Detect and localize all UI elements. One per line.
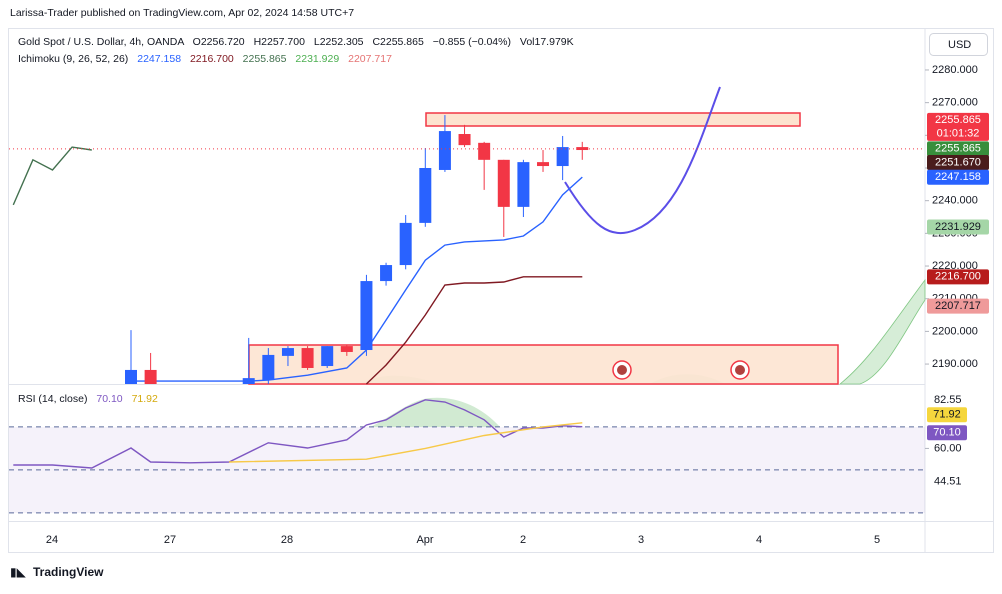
- range-label: 44.51: [934, 476, 962, 488]
- price-countdown: 01:01:32: [937, 128, 980, 140]
- candle-body: [556, 147, 569, 167]
- indicator-legend: Ichimoku (9, 26, 52, 26) 2247.158 2216.7…: [18, 53, 392, 65]
- candle-body: [537, 162, 550, 167]
- demand-zone: [248, 344, 839, 385]
- candle-body: [419, 167, 432, 223]
- rsi-overbought-fill: [370, 397, 500, 427]
- candle-body: [497, 159, 510, 207]
- volume: Vol17.979K: [520, 36, 574, 48]
- rsi-value: 70.10: [96, 393, 122, 405]
- y-tick-label: 60.00: [934, 442, 962, 454]
- candle-body: [281, 348, 294, 356]
- candle-body: [576, 147, 589, 151]
- candle-body: [399, 222, 412, 266]
- supply-zone: [425, 112, 801, 127]
- indicator-line: [13, 399, 583, 469]
- symbol: Gold Spot / U.S. Dollar, 4h, OANDA: [18, 36, 184, 48]
- x-tick-label: 2: [520, 534, 526, 546]
- price-badge: [927, 169, 989, 185]
- indicator-line: [229, 422, 583, 463]
- ohlc-open: O2256.720: [193, 36, 245, 48]
- range-label: 82.55: [934, 394, 962, 406]
- candle-body: [262, 354, 275, 381]
- price-badge-label: 2207.717: [935, 300, 981, 312]
- currency-label[interactable]: USD: [948, 39, 971, 51]
- x-tick-label: 4: [756, 534, 762, 546]
- brand-logo: ▮◣: [10, 565, 27, 579]
- x-tick-label: 27: [164, 534, 176, 546]
- ichimoku-cloud: [838, 278, 926, 385]
- event-flag: [730, 360, 750, 380]
- y-tick-label: 2240.000: [932, 195, 978, 207]
- candle-body: [517, 162, 530, 207]
- currency-button[interactable]: [929, 33, 988, 56]
- published-line: Larissa-Trader published on TradingView.…: [10, 7, 354, 19]
- price-badge: [927, 141, 989, 157]
- y-tick-label: 2200.000: [932, 325, 978, 337]
- y-tick-label: 2190.000: [932, 358, 978, 370]
- ohlc-close: C2255.865: [372, 36, 424, 48]
- value-badge-label: 71.92: [933, 409, 961, 421]
- plot-layer: 2190.0002200.0002210.0002220.0002230.000…: [9, 64, 989, 546]
- value-badge-label: 70.10: [933, 427, 961, 439]
- value-badge: [927, 425, 967, 441]
- price-badge-label: 2251.670: [935, 156, 981, 168]
- indicator-value: 2247.158: [137, 53, 181, 65]
- price-badge: [927, 155, 989, 171]
- rsi-band: [9, 427, 925, 513]
- price-badge: [927, 219, 989, 235]
- indicator-value: 2207.717: [348, 53, 392, 65]
- price-badge-label: 2231.929: [935, 221, 981, 233]
- change: −0.855 (−0.04%): [433, 36, 511, 48]
- x-tick-label: 5: [874, 534, 880, 546]
- candle-body: [340, 346, 353, 352]
- price-badge-label: 2216.700: [935, 271, 981, 283]
- rsi-ma-value: 71.92: [132, 393, 158, 405]
- event-flag: [612, 360, 632, 380]
- indicator-value: 2231.929: [295, 53, 339, 65]
- price-badge: [927, 112, 989, 141]
- y-tick-label: 2280.000: [932, 64, 978, 76]
- x-tick-label: Apr: [416, 534, 433, 546]
- price-badge: [927, 298, 989, 314]
- candle-body: [458, 134, 471, 146]
- value-badge: [927, 407, 967, 423]
- rsi-legend: RSI (14, close) 70.10 71.92: [18, 393, 158, 405]
- price-badge-label: 2247.158: [935, 171, 981, 183]
- indicator-line: [131, 176, 583, 382]
- brand-name: TradingView: [33, 565, 104, 579]
- price-badge-label: 2255.865: [935, 143, 981, 155]
- x-tick-label: 24: [46, 534, 58, 546]
- candle-body: [380, 265, 393, 282]
- symbol-legend: Gold Spot / U.S. Dollar, 4h, OANDA O2256…: [18, 36, 574, 48]
- candle-body: [321, 346, 334, 367]
- candle-body: [301, 348, 314, 368]
- x-tick-label: 28: [281, 534, 293, 546]
- y-tick-label: 2270.000: [932, 97, 978, 109]
- indicator-line: [12, 146, 92, 206]
- candle-body: [125, 369, 137, 384]
- ohlc-high: H2257.700: [254, 36, 306, 48]
- rsi-name: RSI (14, close): [18, 393, 87, 405]
- x-tick-label: 3: [638, 534, 644, 546]
- indicator-name: Ichimoku (9, 26, 52, 26): [18, 53, 128, 65]
- y-tick-label: 2220.000: [932, 260, 978, 272]
- candle-body: [478, 142, 491, 160]
- chart-frame: [8, 28, 994, 553]
- indicator-line: [365, 276, 583, 385]
- projection-curve: [564, 86, 721, 235]
- price-badge: [927, 269, 989, 285]
- indicator-value: 2255.865: [243, 53, 287, 65]
- indicator-value: 2216.700: [190, 53, 234, 65]
- price-badge-label: 2255.865: [935, 114, 981, 126]
- candle-body: [360, 281, 373, 351]
- candle-body: [144, 369, 157, 384]
- candle-body: [242, 378, 255, 384]
- candle-body: [438, 131, 451, 170]
- ohlc-low: L2252.305: [314, 36, 364, 48]
